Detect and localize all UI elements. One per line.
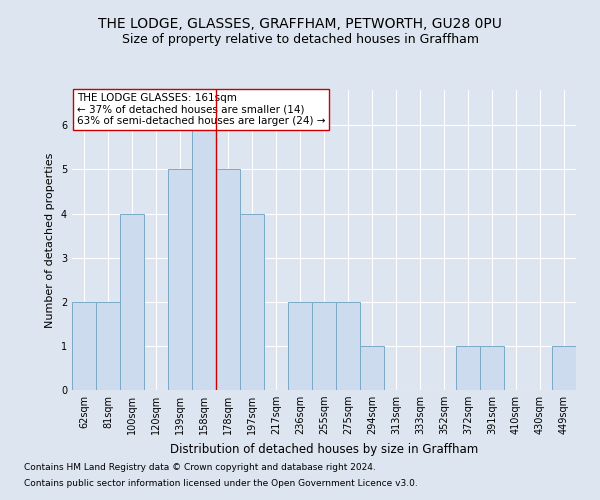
Bar [288, 302, 312, 390]
Bar [192, 126, 216, 390]
Bar [336, 302, 360, 390]
Bar [120, 214, 144, 390]
Bar [240, 214, 264, 390]
Bar [312, 302, 336, 390]
Bar [480, 346, 504, 390]
Bar [360, 346, 384, 390]
Text: Contains public sector information licensed under the Open Government Licence v3: Contains public sector information licen… [24, 478, 418, 488]
Bar [456, 346, 480, 390]
Text: THE LODGE, GLASSES, GRAFFHAM, PETWORTH, GU28 0PU: THE LODGE, GLASSES, GRAFFHAM, PETWORTH, … [98, 18, 502, 32]
Bar [96, 302, 120, 390]
X-axis label: Distribution of detached houses by size in Graffham: Distribution of detached houses by size … [170, 442, 478, 456]
Bar [552, 346, 576, 390]
Bar [216, 170, 240, 390]
Text: Size of property relative to detached houses in Graffham: Size of property relative to detached ho… [121, 32, 479, 46]
Text: THE LODGE GLASSES: 161sqm
← 37% of detached houses are smaller (14)
63% of semi-: THE LODGE GLASSES: 161sqm ← 37% of detac… [77, 93, 326, 126]
Y-axis label: Number of detached properties: Number of detached properties [46, 152, 55, 328]
Bar [72, 302, 96, 390]
Text: Contains HM Land Registry data © Crown copyright and database right 2024.: Contains HM Land Registry data © Crown c… [24, 464, 376, 472]
Bar [168, 170, 192, 390]
